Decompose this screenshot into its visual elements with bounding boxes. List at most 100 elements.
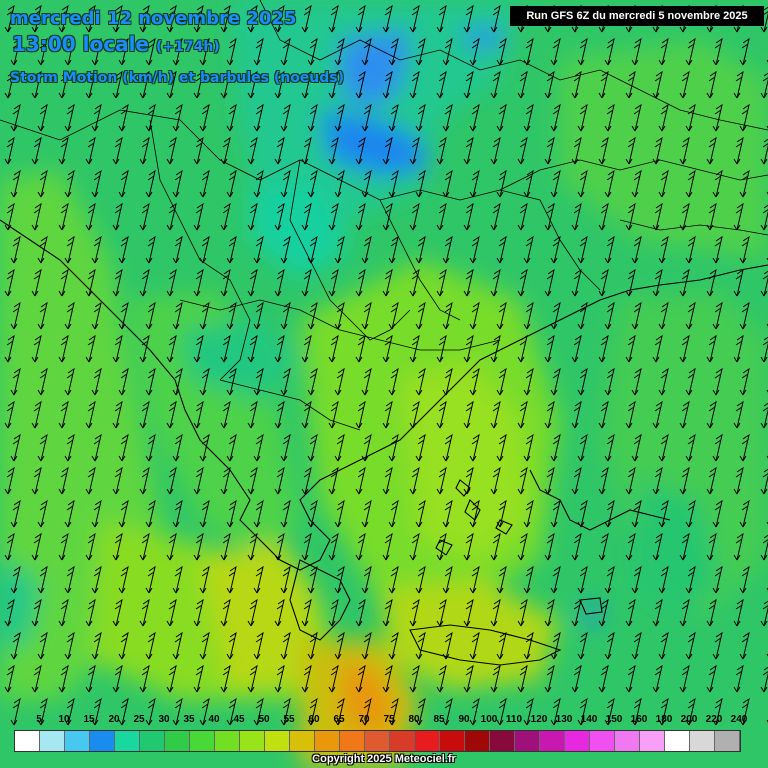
wind-barb — [247, 466, 258, 495]
wind-barb — [550, 631, 561, 660]
wind-barb — [166, 70, 177, 99]
wind-barb — [274, 202, 285, 231]
legend-label: 35 — [183, 714, 195, 725]
wind-barb — [442, 37, 453, 66]
wind-barb — [193, 136, 204, 165]
wind-barb — [328, 532, 339, 561]
wind-barb — [112, 136, 123, 165]
legend-label: 220 — [705, 714, 723, 725]
wind-barb — [409, 268, 420, 297]
wind-barb — [571, 598, 582, 627]
legend-label: 15 — [83, 714, 95, 725]
wind-barb — [658, 433, 669, 462]
wind-barb — [706, 400, 717, 429]
wind-barb — [193, 532, 204, 561]
wind-barb — [226, 697, 237, 726]
wind-barb — [571, 136, 582, 165]
wind-barb — [388, 565, 399, 594]
wind-barb — [571, 334, 582, 363]
wind-barb — [139, 664, 150, 693]
wind-barb — [517, 598, 528, 627]
legend-label: 75 — [383, 714, 395, 725]
wind-barb — [334, 103, 345, 132]
legend-label: 240 — [730, 714, 748, 725]
legend-label: 5 — [36, 714, 42, 725]
wind-barb — [166, 466, 177, 495]
wind-barb — [706, 136, 717, 165]
wind-barb — [604, 301, 615, 330]
wind-barb — [253, 37, 264, 66]
wind-barb — [409, 136, 420, 165]
legend-swatch — [90, 731, 115, 751]
wind-barb — [193, 70, 204, 99]
wind-barb — [706, 334, 717, 363]
legend-label: 25 — [133, 714, 145, 725]
wind-barb — [496, 169, 507, 198]
wind-barb — [382, 532, 393, 561]
wind-barb — [577, 103, 588, 132]
wind-barb — [172, 499, 183, 528]
wind-barb — [739, 169, 750, 198]
wind-barb — [280, 697, 291, 726]
wind-barb — [301, 598, 312, 627]
wind-barb — [625, 202, 636, 231]
wind-barb — [328, 334, 339, 363]
wind-barb — [388, 631, 399, 660]
legend-color-scale — [14, 730, 741, 752]
forecast-time-value: 13:00 locale — [12, 32, 149, 56]
wind-barb — [388, 367, 399, 396]
wind-barb — [577, 37, 588, 66]
wind-barb — [91, 301, 102, 330]
wind-barb — [172, 631, 183, 660]
wind-barb — [118, 103, 129, 132]
wind-barb — [166, 532, 177, 561]
wind-barb — [220, 664, 231, 693]
wind-barb — [85, 334, 96, 363]
wind-barb — [307, 697, 318, 726]
wind-barb — [436, 466, 447, 495]
wind-barb — [274, 268, 285, 297]
legend-label: 45 — [233, 714, 245, 725]
legend-label: 160 — [630, 714, 648, 725]
legend-swatch — [690, 731, 715, 751]
wind-barb — [199, 565, 210, 594]
wind-barb — [652, 664, 663, 693]
wind-barb — [307, 433, 318, 462]
wind-barb — [415, 301, 426, 330]
wind-barb — [388, 697, 399, 726]
wind-barb — [469, 697, 480, 726]
wind-barb — [685, 499, 696, 528]
wind-barb — [679, 268, 690, 297]
wind-barb — [496, 103, 507, 132]
wind-barb — [733, 598, 744, 627]
wind-barb — [409, 598, 420, 627]
wind-barb — [355, 202, 366, 231]
wind-barb — [172, 37, 183, 66]
wind-barb — [280, 433, 291, 462]
legend-swatch — [615, 731, 640, 751]
wind-barb — [274, 598, 285, 627]
wind-barb — [139, 4, 150, 33]
wind-barb — [139, 532, 150, 561]
wind-barb — [415, 103, 426, 132]
legend-swatch — [590, 731, 615, 751]
wind-barb — [199, 499, 210, 528]
wind-barb — [139, 598, 150, 627]
wind-barb — [577, 565, 588, 594]
wind-barb — [577, 631, 588, 660]
wind-barb — [37, 565, 48, 594]
wind-barb — [496, 565, 507, 594]
wind-barb — [166, 598, 177, 627]
wind-barb — [10, 367, 21, 396]
wind-barb — [31, 70, 42, 99]
wind-barb — [679, 664, 690, 693]
legend-swatch — [165, 731, 190, 751]
wind-barb — [577, 499, 588, 528]
wind-barb — [631, 697, 642, 726]
wind-barb — [436, 334, 447, 363]
run-info: Run GFS 6Z du mercredi 5 novembre 2025 — [510, 6, 764, 26]
wind-barb — [112, 532, 123, 561]
wind-barb — [712, 631, 723, 660]
wind-barb — [685, 37, 696, 66]
wind-barb — [301, 532, 312, 561]
